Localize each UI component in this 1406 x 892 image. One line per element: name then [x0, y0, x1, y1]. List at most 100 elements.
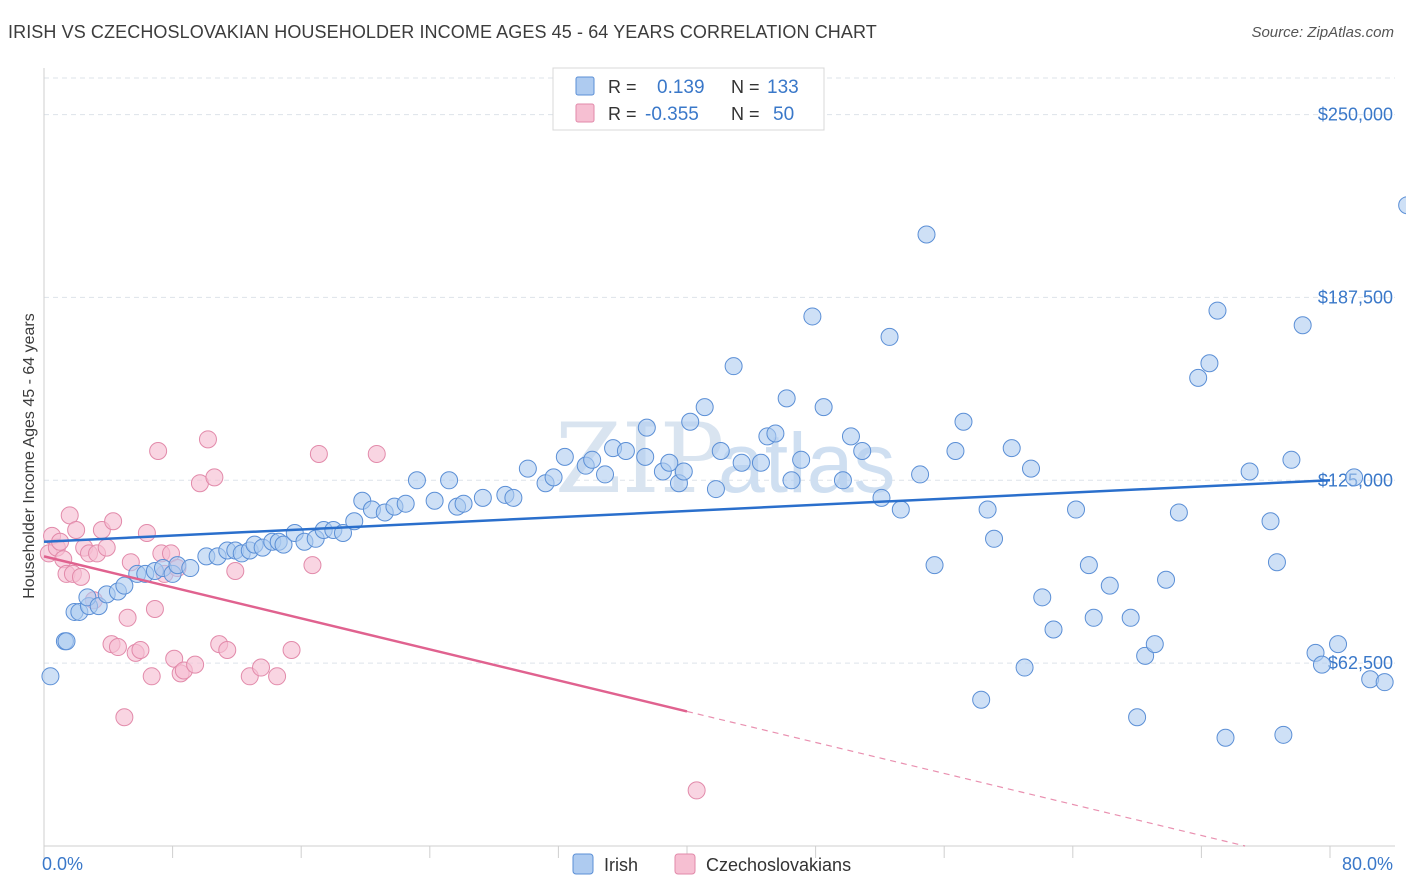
- irish-point: [695, 398, 714, 417]
- grid-lines: [44, 77, 1395, 664]
- irish-point: [583, 450, 602, 469]
- irish-point: [972, 690, 991, 709]
- irish-point: [454, 494, 473, 513]
- irish-point: [946, 442, 965, 461]
- irish-point: [1240, 462, 1259, 481]
- source-credit: Source: ZipAtlas.com: [1251, 24, 1394, 41]
- irish-point: [181, 559, 200, 578]
- irish-point: [1044, 620, 1063, 639]
- irish-point: [1398, 196, 1406, 215]
- y-tick-label: $62,500: [1328, 653, 1393, 673]
- irish-point: [1128, 708, 1147, 727]
- irish-point: [440, 471, 459, 490]
- irish-point: [751, 453, 770, 472]
- irish-point: [724, 357, 743, 376]
- irish-point: [115, 576, 134, 595]
- irish-point: [660, 453, 679, 472]
- irish-point: [1067, 500, 1086, 519]
- czech-point: [309, 444, 328, 463]
- irish-point: [853, 442, 872, 461]
- czech-point: [687, 781, 706, 800]
- czech-point: [115, 708, 134, 727]
- legend-irish-n-label: N =: [731, 77, 760, 97]
- czech-point: [252, 658, 271, 677]
- irish-point: [782, 471, 801, 490]
- irish-point: [1033, 588, 1052, 607]
- czech-point: [205, 468, 224, 487]
- legend-czech-r-label: R =: [608, 104, 637, 124]
- irish-point: [1169, 503, 1188, 522]
- czech-point: [71, 567, 90, 586]
- irish-point: [1345, 468, 1364, 487]
- irish-point: [1200, 354, 1219, 373]
- irish-point: [1189, 368, 1208, 387]
- irish-point: [1015, 658, 1034, 677]
- legend-irish-r-value: 0.139: [657, 77, 705, 98]
- irish-point: [1282, 450, 1301, 469]
- irish-point: [473, 488, 492, 507]
- trend-lines: [43, 479, 1331, 847]
- czech-point: [131, 640, 150, 659]
- irish-point: [1375, 673, 1394, 692]
- chart-title: IRISH VS CZECHOSLOVAKIAN HOUSEHOLDER INC…: [8, 22, 877, 42]
- legend-irish-swatch: [575, 76, 595, 96]
- czech-point: [226, 561, 245, 580]
- czech-point: [268, 667, 287, 686]
- czech-point: [145, 600, 164, 619]
- irish-point: [1145, 635, 1164, 654]
- legend-bottom-czech-swatch: [674, 853, 696, 875]
- czech-trend-extension: [686, 710, 1246, 847]
- irish-point: [274, 535, 293, 554]
- irish-point: [1121, 608, 1140, 627]
- irish-point: [954, 412, 973, 431]
- czech-point: [218, 640, 237, 659]
- irish-point: [616, 442, 635, 461]
- czech-trend-line: [43, 555, 688, 713]
- irish-trend-line: [43, 479, 1331, 543]
- irish-point: [872, 488, 891, 507]
- irish-point: [544, 468, 563, 487]
- irish-point: [766, 424, 785, 443]
- irish-point: [985, 529, 1004, 548]
- czech-point: [149, 442, 168, 461]
- irish-point: [841, 427, 860, 446]
- czech-point: [108, 638, 127, 657]
- irish-point: [732, 453, 751, 472]
- irish-point: [41, 667, 60, 686]
- irish-point: [1216, 728, 1235, 747]
- czech-point: [142, 667, 161, 686]
- irish-point: [1267, 553, 1286, 572]
- irish-point: [1022, 459, 1041, 478]
- legend-irish-r-label: R =: [608, 77, 637, 97]
- irish-point: [407, 471, 426, 490]
- irish-point: [636, 447, 655, 466]
- irish-point: [833, 471, 852, 490]
- x-tick-label: 0.0%: [42, 854, 83, 874]
- czech-point: [137, 523, 156, 542]
- y-axis-label: Householder Income Ages 45 - 64 years: [21, 313, 38, 599]
- irish-point: [1293, 316, 1312, 335]
- legend-bottom-irish-swatch: [572, 853, 594, 875]
- irish-point: [1312, 655, 1331, 674]
- irish-point: [978, 500, 997, 519]
- irish-point: [1261, 512, 1280, 531]
- irish-point: [803, 307, 822, 326]
- legend-czech-swatch: [575, 103, 595, 123]
- irish-point: [57, 632, 76, 651]
- legend-bottom: Irish Czechoslovakians: [572, 853, 851, 875]
- irish-point: [1329, 635, 1348, 654]
- legend-czech-n-value: 50: [773, 104, 794, 125]
- legend-irish-n-value: 133: [767, 77, 799, 98]
- irish-point: [425, 491, 444, 510]
- irish-point: [1084, 608, 1103, 627]
- irish-point: [596, 465, 615, 484]
- legend-top: R = 0.139 N = 133 R = -0.355 N = 50: [552, 67, 825, 131]
- czech-point: [104, 512, 123, 531]
- irish-point: [674, 462, 693, 481]
- irish-point: [1208, 301, 1227, 320]
- legend-bottom-irish-label: Irish: [604, 855, 638, 875]
- czech-point: [198, 430, 217, 449]
- czech-point: [303, 556, 322, 575]
- irish-point: [518, 459, 537, 478]
